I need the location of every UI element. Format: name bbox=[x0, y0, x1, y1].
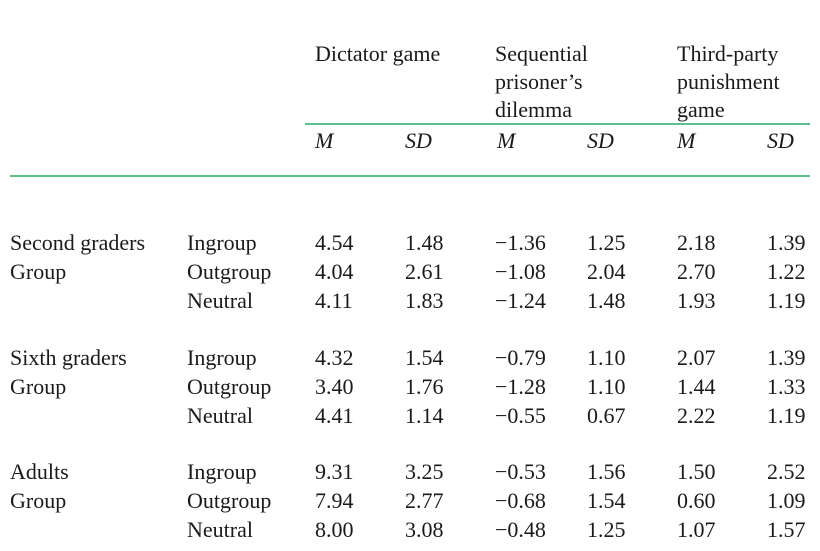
header-dictator-game: Dictator game bbox=[315, 40, 440, 68]
table-cell: 1.19 bbox=[767, 403, 806, 428]
row-group-label: Ingroup bbox=[187, 230, 257, 255]
table-cell: 2.07 bbox=[677, 345, 716, 370]
table-cell: 0.67 bbox=[587, 403, 626, 428]
table-cell: −0.53 bbox=[495, 459, 546, 484]
table-cell: 1.14 bbox=[405, 403, 444, 428]
table-cell: 1.44 bbox=[677, 374, 716, 399]
table-cell: 4.04 bbox=[315, 259, 354, 284]
table-cell: 4.54 bbox=[315, 230, 354, 255]
row-group-label: Ingroup bbox=[187, 459, 257, 484]
header-line: Dictator game bbox=[315, 41, 441, 66]
table-cell: 7.94 bbox=[315, 488, 354, 513]
section-label: Adults bbox=[10, 459, 69, 484]
table-cell: 1.54 bbox=[587, 488, 626, 513]
subheader-sd-tpp: SD bbox=[767, 128, 794, 153]
table-cell: 4.11 bbox=[315, 288, 353, 313]
row-group-label: Neutral bbox=[187, 288, 253, 313]
table-cell: 1.09 bbox=[767, 488, 806, 513]
table-cell: −0.48 bbox=[495, 517, 546, 542]
header-line: dilemma bbox=[495, 97, 572, 122]
table-rule bbox=[10, 175, 810, 177]
table-cell: 2.22 bbox=[677, 403, 716, 428]
header-line: prisoner’s bbox=[495, 69, 583, 94]
table-cell: −0.68 bbox=[495, 488, 546, 513]
table-cell: 2.70 bbox=[677, 259, 716, 284]
header-sequential-prisoners-dilemma: Sequential prisoner’s dilemma bbox=[495, 40, 588, 124]
table-cell: 1.54 bbox=[405, 345, 444, 370]
table-cell: 3.08 bbox=[405, 517, 444, 542]
section-label: Group bbox=[10, 259, 67, 284]
header-line: Third-party bbox=[677, 41, 779, 66]
table-cell: 1.10 bbox=[587, 374, 626, 399]
subheader-m-spd: M bbox=[497, 128, 516, 153]
table-cell: −1.08 bbox=[495, 259, 546, 284]
table-cell: 1.50 bbox=[677, 459, 716, 484]
table-cell: 2.04 bbox=[587, 259, 626, 284]
section-label: Group bbox=[10, 374, 67, 399]
table-cell: 1.33 bbox=[767, 374, 806, 399]
table-cell: 1.76 bbox=[405, 374, 444, 399]
table-cell: 3.25 bbox=[405, 459, 444, 484]
table-cell: 1.83 bbox=[405, 288, 444, 313]
table-cell: 2.61 bbox=[405, 259, 444, 284]
table-cell: 1.25 bbox=[587, 230, 626, 255]
row-group-label: Neutral bbox=[187, 517, 253, 542]
header-third-party-punishment-game: Third-party punishment game bbox=[677, 40, 780, 124]
table-cell: 2.52 bbox=[767, 459, 806, 484]
table-cell: 1.57 bbox=[767, 517, 806, 542]
table-cell: 1.48 bbox=[587, 288, 626, 313]
subheader-sd-dictator: SD bbox=[405, 128, 432, 153]
table-cell: 2.18 bbox=[677, 230, 716, 255]
subheader-m-dictator: M bbox=[315, 128, 334, 153]
header-line: punishment bbox=[677, 69, 780, 94]
row-group-label: Outgroup bbox=[187, 259, 272, 284]
table-cell: 1.22 bbox=[767, 259, 806, 284]
section-label: Sixth graders bbox=[10, 345, 127, 370]
table-cell: 1.39 bbox=[767, 230, 806, 255]
section-label: Group bbox=[10, 488, 67, 513]
table-cell: 2.77 bbox=[405, 488, 444, 513]
header-line: game bbox=[677, 97, 725, 122]
table-cell: −0.79 bbox=[495, 345, 546, 370]
header-rule bbox=[305, 123, 810, 125]
table-cell: −1.36 bbox=[495, 230, 546, 255]
row-group-label: Neutral bbox=[187, 403, 253, 428]
table-cell: 1.93 bbox=[677, 288, 716, 313]
table-cell: −1.24 bbox=[495, 288, 546, 313]
table-cell: 1.25 bbox=[587, 517, 626, 542]
table-cell: 1.07 bbox=[677, 517, 716, 542]
table-cell: 4.41 bbox=[315, 403, 354, 428]
table-cell: −1.28 bbox=[495, 374, 546, 399]
row-group-label: Outgroup bbox=[187, 374, 272, 399]
table-cell: 1.10 bbox=[587, 345, 626, 370]
subheader-sd-spd: SD bbox=[587, 128, 614, 153]
row-group-label: Ingroup bbox=[187, 345, 257, 370]
header-line: Sequential bbox=[495, 41, 588, 66]
table-cell: 8.00 bbox=[315, 517, 354, 542]
table-cell: 1.19 bbox=[767, 288, 806, 313]
table-cell: −0.55 bbox=[495, 403, 546, 428]
subheader-m-tpp: M bbox=[677, 128, 696, 153]
table-cell: 4.32 bbox=[315, 345, 354, 370]
table-cell: 1.48 bbox=[405, 230, 444, 255]
table-cell: 1.56 bbox=[587, 459, 626, 484]
table-cell: 9.31 bbox=[315, 459, 354, 484]
row-group-label: Outgroup bbox=[187, 488, 272, 513]
table-cell: 0.60 bbox=[677, 488, 716, 513]
table-cell: 1.39 bbox=[767, 345, 806, 370]
table-cell: 3.40 bbox=[315, 374, 354, 399]
section-label: Second graders bbox=[10, 230, 146, 255]
